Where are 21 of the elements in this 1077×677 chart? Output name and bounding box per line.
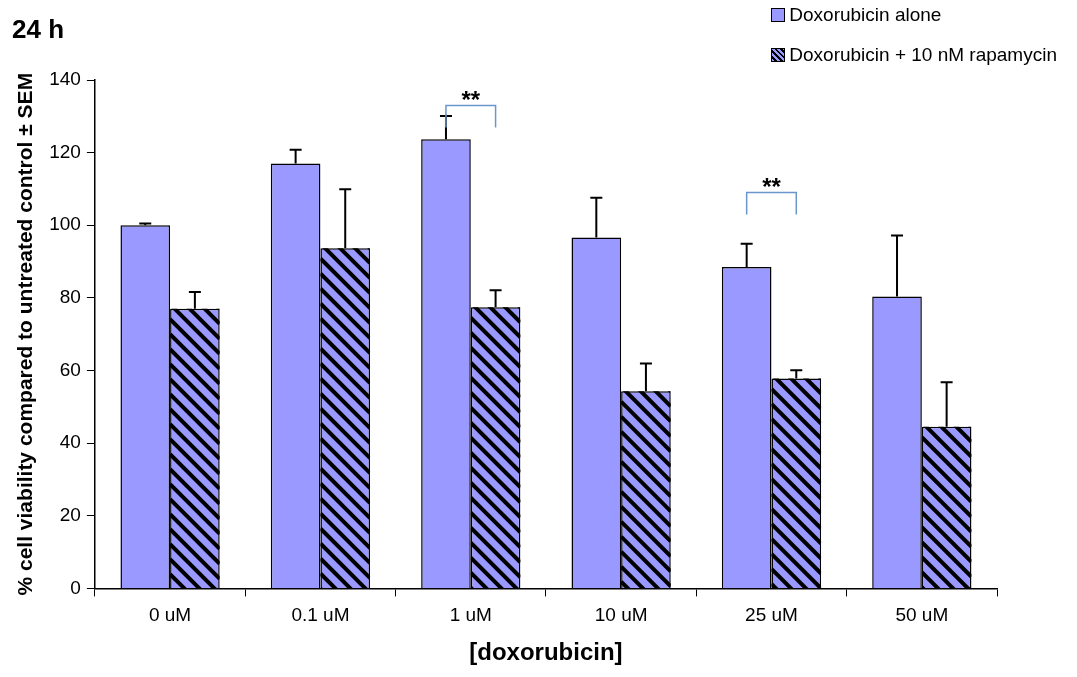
annotation: **	[461, 86, 481, 114]
legend-label: Doxorubicin alone	[789, 4, 942, 26]
y-tick-label: 20	[59, 504, 81, 526]
x-tick-label: 50 uM	[895, 604, 949, 626]
y-tick-label: 140	[49, 68, 81, 90]
y-tick-label: 80	[59, 286, 81, 308]
chart-title: 24 h	[12, 14, 65, 45]
y-tick-label: 120	[49, 140, 81, 162]
x-tick-label: 0 uM	[148, 604, 192, 626]
y-tick-label: 40	[59, 431, 81, 453]
x-tick-label: 1 uM	[449, 604, 492, 626]
annotation: **	[762, 173, 782, 201]
y-axis-title: % cell viability compared to untreated control ± SEM	[13, 72, 37, 596]
x-tick-label: 10 uM	[594, 604, 648, 626]
legend-label: Doxorubicin + 10 nM rapamycin	[789, 44, 1057, 66]
x-tick-label: 0.1 uM	[291, 604, 350, 626]
y-tick-label: 60	[59, 358, 81, 380]
x-axis-title: [doxorubicin]	[469, 638, 623, 666]
y-tick-label: 100	[49, 213, 81, 235]
x-tick-label: 25 uM	[745, 604, 798, 626]
y-tick-label: 0	[70, 576, 81, 598]
